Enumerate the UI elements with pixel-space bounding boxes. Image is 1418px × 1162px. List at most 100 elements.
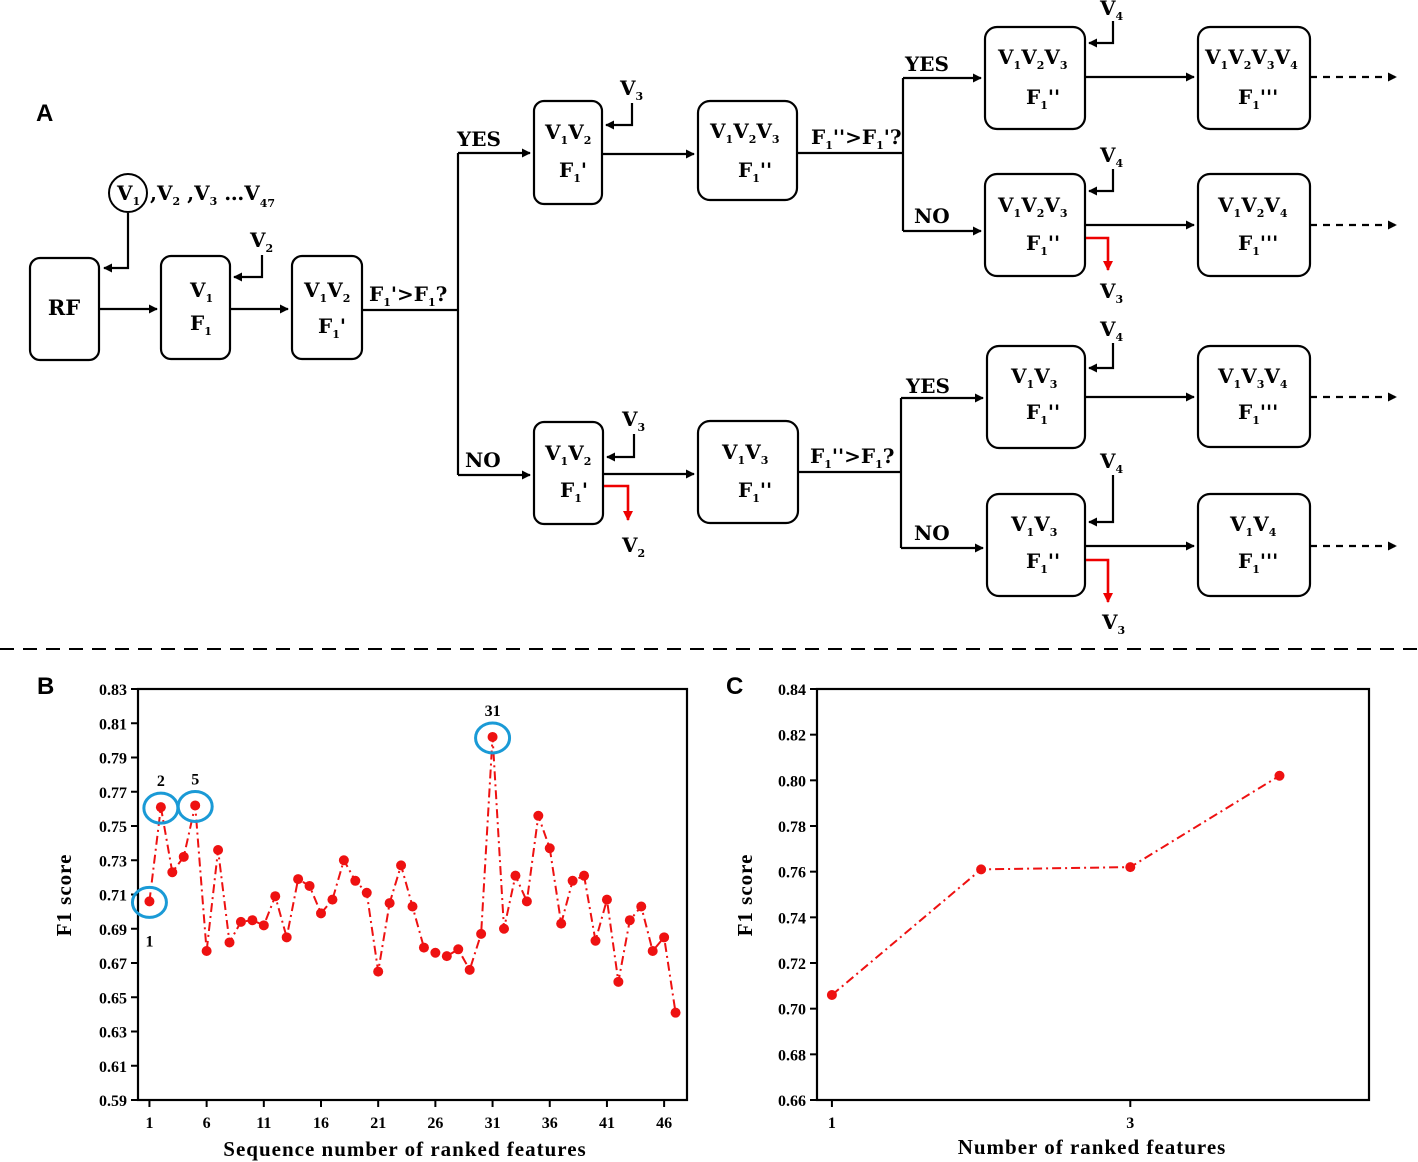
red-arrow-remove-v2 (604, 484, 633, 521)
data-point (464, 964, 475, 975)
data-point (396, 860, 407, 871)
data-point (976, 864, 987, 875)
y-tick-label: 0.59 (99, 1093, 127, 1110)
x-tick-label: 3 (1126, 1115, 1134, 1132)
y-tick-label: 0.79 (99, 751, 127, 768)
data-point (826, 989, 837, 1000)
box-v1v2v3 (696, 99, 799, 202)
data-point (430, 947, 441, 958)
data-point (499, 923, 509, 934)
x-tick-label: 36 (542, 1115, 558, 1132)
box-v1v3-top: V1V3 (721, 440, 768, 467)
box-r4-v1v3-top: V1V3 (1010, 512, 1057, 539)
box-r2-v1v2v3 (983, 172, 1087, 278)
highlight-label: 5 (191, 771, 199, 788)
box-lower-v1v2 (532, 420, 605, 526)
y-tick-label: 0.67 (99, 956, 127, 973)
data-point (441, 951, 452, 962)
data-point (647, 946, 658, 957)
x-tick-label: 31 (485, 1115, 501, 1132)
y-tick-label: 0.81 (99, 716, 127, 733)
data-point (350, 875, 361, 886)
data-point (178, 851, 189, 862)
chart-c-frame (815, 687, 1371, 1102)
box-v1v2v3-top: V1V2V3 (709, 119, 780, 146)
x-tick-label: 11 (256, 1115, 271, 1132)
label-v4-in-r3: V4 (1099, 317, 1124, 344)
arrow-v4-in-r1 (1088, 21, 1115, 48)
no-label-2: NO (914, 204, 950, 228)
x-tick-label: 26 (427, 1115, 443, 1132)
chart-b: B 0.59 0.61 0.63 0.65 0.67 0.69 0.71 0.73 0.75 0.… (37, 673, 689, 1161)
y-tick-label: 0.61 (99, 1059, 127, 1076)
label-v4-in-r4: V4 (1099, 449, 1124, 476)
label-v2-in: V2 (249, 228, 273, 255)
data-point (453, 944, 464, 955)
box-v1v2 (290, 254, 364, 361)
panel-label-c: C (726, 673, 743, 700)
data-point (659, 932, 670, 943)
y-tick-label: 0.77 (99, 785, 127, 802)
box-upper-v1v2-top: V1V2 (544, 120, 591, 147)
chart-c-ylabel: F1 score (733, 854, 757, 937)
label-v3-in-upper: V3 (619, 76, 643, 103)
box-r2-v1v2v3-bottom: F1'' (1026, 231, 1060, 258)
series-line (831, 774, 1281, 996)
chart-b-xlabel: Sequence number of ranked features (223, 1137, 586, 1161)
x-tick-label: 16 (313, 1115, 329, 1132)
data-point (270, 891, 281, 902)
data-point (316, 908, 326, 919)
data-point (281, 932, 292, 943)
box-v1-top: V1 (189, 278, 213, 305)
label-v2-removed: V2 (621, 533, 645, 560)
box-r2-v1v2v4-bottom: F1''' (1238, 231, 1278, 258)
data-point (624, 915, 635, 926)
condition-3: F1''>F1? (810, 444, 894, 471)
data-point (544, 843, 555, 854)
arrow-v3-in-lower (606, 434, 636, 462)
data-point (247, 915, 258, 926)
data-point (636, 901, 647, 912)
yes-label-1: YES (456, 127, 501, 151)
arrow-v4-in-r2 (1088, 169, 1115, 196)
selected-variable-circle (108, 173, 148, 213)
box-r1-v1v2v3v4-top: V1V2V3V4 (1204, 45, 1298, 72)
condition-1: F1'>F1? (369, 282, 447, 309)
y-tick-label: 0.70 (778, 1002, 806, 1019)
box-r4-v1v4-top: V1V4 (1229, 512, 1277, 539)
rf-label: RF (48, 295, 80, 320)
yes-label-2: YES (904, 52, 949, 76)
box-r1-v1v2v3-bottom: F1'' (1026, 85, 1060, 112)
y-tick-label: 0.71 (99, 888, 127, 905)
data-point (213, 844, 224, 855)
box-r3-v1v3-top: V1V3 (1010, 364, 1057, 391)
highlight-circle (474, 721, 512, 755)
data-point (521, 896, 532, 907)
y-tick-label: 0.78 (778, 819, 806, 836)
flowchart: A V1 ,V2 ,V3 …V47 RF V1 F1 V2 V1V2 F1' F… (28, 0, 1397, 637)
box-r3-v1v3v4 (1196, 344, 1312, 449)
box-upper-v1v2 (532, 99, 604, 206)
data-point (418, 942, 429, 953)
data-point (487, 731, 498, 742)
x-tick-label: 41 (599, 1115, 615, 1132)
y-tick-label: 0.82 (778, 728, 806, 745)
selected-variable: V1 (116, 181, 140, 208)
label-v3-removed-r4: V3 (1101, 610, 1125, 637)
data-point (1274, 770, 1285, 781)
y-tick-label: 0.75 (99, 819, 127, 836)
data-point (590, 935, 601, 946)
box-r2-v1v2v3-top: V1V2V3 (997, 193, 1068, 220)
data-point (304, 880, 315, 891)
box-v1v3 (696, 419, 800, 525)
y-tick-label: 0.73 (99, 853, 127, 870)
data-point (567, 875, 578, 886)
box-r2-v1v2v4-top: V1V2V4 (1217, 193, 1288, 220)
x-tick-label: 1 (145, 1115, 153, 1132)
panel-label-b: B (37, 673, 54, 700)
box-upper-v1v2-bottom: F1' (559, 158, 587, 185)
arrow-v4-in-r4 (1088, 475, 1115, 527)
label-v3-removed-r2: V3 (1099, 279, 1123, 306)
variable-list: ,V2 ,V3 …V47 (150, 181, 275, 210)
